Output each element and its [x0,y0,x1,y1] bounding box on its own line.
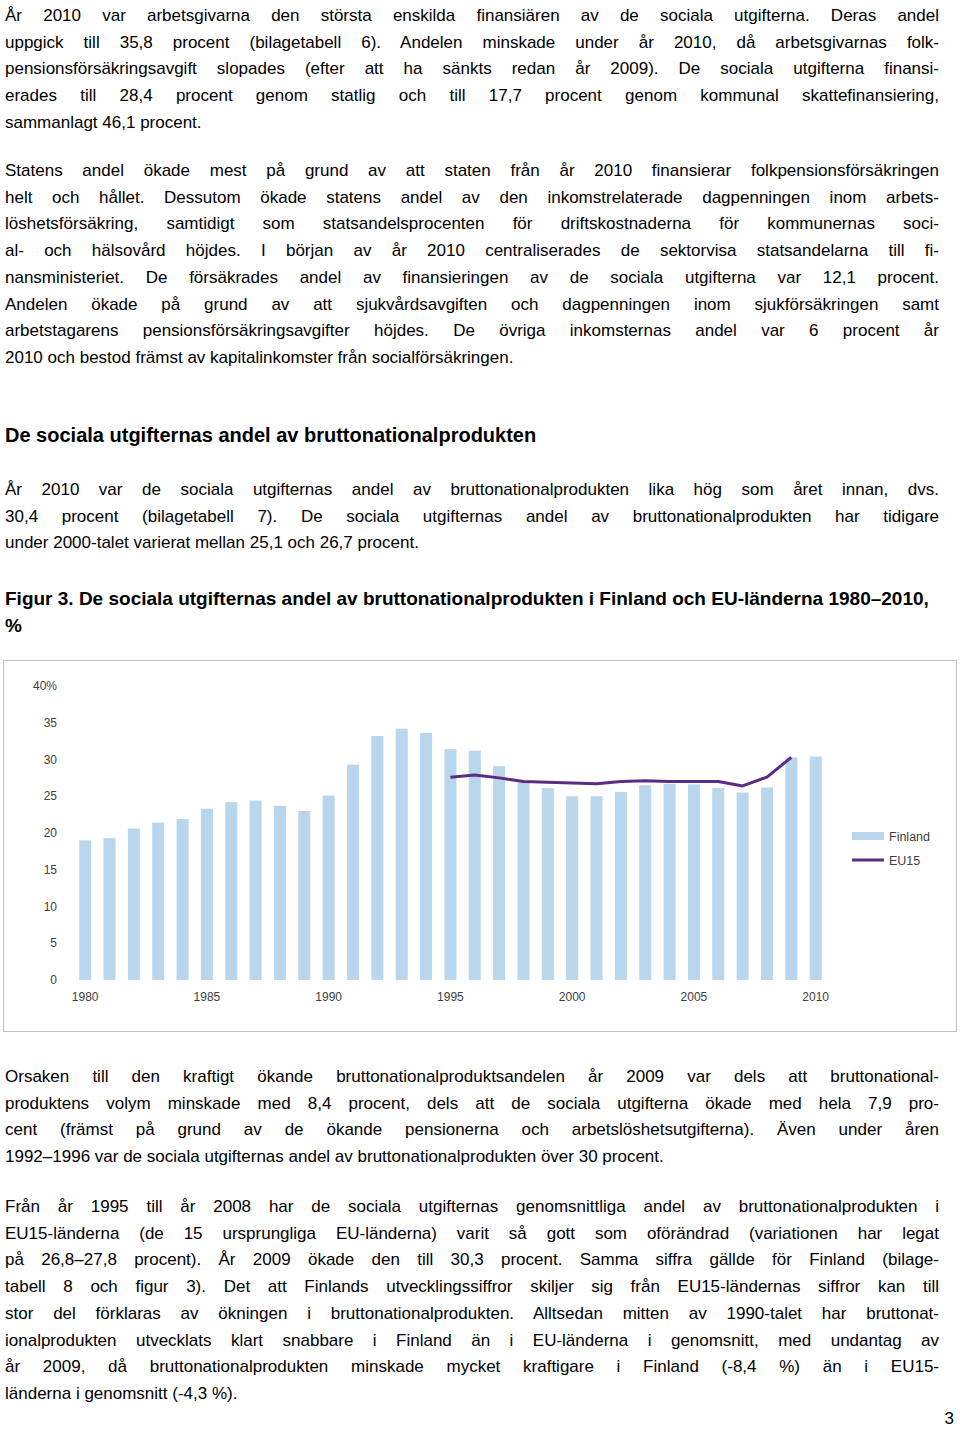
chart-frame [4,661,957,1032]
bar [785,757,797,980]
bar [347,765,359,980]
bar [469,751,481,980]
text-line: löshetsförsäkring, samtidigt som statsan… [5,212,939,238]
x-tick-label: 1990 [315,990,342,1004]
bar [298,811,310,980]
text-line: EU15-länderna (de 15 ursprungliga EU-län… [5,1222,939,1248]
legend-label: Finland [889,830,930,844]
bar [396,729,408,980]
text-line: År 2010 var arbetsgivarna den största en… [5,4,939,30]
bar [493,766,505,980]
text-line: sammanlagt 46,1 procent. [5,111,939,137]
bar [737,793,749,980]
bar [615,792,627,980]
text-line: erades till 28,4 procent genom statlig o… [5,84,939,110]
y-tick-label: 0 [50,973,57,987]
x-tick-label: 2000 [559,990,586,1004]
legend-swatch [852,832,884,840]
bar [274,806,286,980]
text-line: produktens volym minskade med 8,4 procen… [5,1092,939,1118]
text-line: 1992–1996 var de sociala utgifternas and… [5,1145,939,1171]
text-line: cent (främst på grund av de ökande pensi… [5,1118,939,1144]
text-line: Från år 1995 till år 2008 har de sociala… [5,1195,939,1221]
bar [810,757,822,980]
legend-swatch [852,859,884,862]
bar [79,840,91,980]
chart-title: Figur 3. De sociala utgifternas andel av… [5,585,940,639]
bar [225,802,237,980]
bar [128,829,140,980]
bar [104,838,116,980]
text-line: helt och hållet. Dessutom ökade statens … [5,186,939,212]
line-series [450,757,791,786]
x-tick-label: 2005 [681,990,708,1004]
bar [201,809,213,980]
text-line: på 26,8–27,8 procent). År 2009 ökade den… [5,1248,939,1274]
text-line: arbetstagarens pensionsförsäkringsavgift… [5,319,939,345]
bar [420,733,432,980]
text-line: ionalprodukten utvecklats klart snabbare… [5,1329,939,1355]
y-tick-label: 35 [44,716,58,730]
text-line: 2010 och bestod främst av kapitalinkomst… [5,346,939,372]
text-line: 30,4 procent (bilagetabell 7). De social… [5,505,939,531]
y-tick-label: 25 [44,789,58,803]
bar [250,801,262,980]
plot-area [79,729,822,980]
x-tick-label: 1980 [72,990,99,1004]
bar [591,796,603,980]
legend-label: EU15 [889,854,920,868]
y-tick-label: 10 [44,900,58,914]
text-line: nansministeriet. De försäkrades andel av… [5,266,939,292]
bar [323,796,335,980]
text-line: stor del förklaras av ökningen i brutton… [5,1302,939,1328]
x-tick-label: 2010 [802,990,829,1004]
bar [152,823,164,980]
text-line: år 2009, då bruttonationalprodukten mins… [5,1355,939,1381]
bar [177,819,189,980]
y-tick-label: 20 [44,826,58,840]
bar [371,736,383,980]
bar [688,784,700,980]
text-line: tabell 8 och figur 3). Det att Finlands … [5,1275,939,1301]
text-line: År 2010 var de sociala utgifternas andel… [5,478,939,504]
text-line: Orsaken till den kraftigt ökande brutton… [5,1065,939,1091]
text-line: uppgick till 35,8 procent (bilagetabell … [5,31,939,57]
bar [664,784,676,980]
bar [712,788,724,980]
text-line: länderna i genomsnitt (-4,3 %). [5,1382,939,1408]
bar [761,787,773,980]
y-tick-label: 5 [50,936,57,950]
y-tick-label: 40% [33,679,57,693]
bar [639,785,651,980]
x-tick-label: 1985 [194,990,221,1004]
text-line: Andelen ökade på grund av att sjukvårdsa… [5,293,939,319]
x-tick-label: 1995 [437,990,464,1004]
y-tick-label: 30 [44,753,58,767]
bar [566,796,578,980]
text-line: pensionsförsäkringsavgift slopades (efte… [5,57,939,83]
bar [517,782,529,980]
page-number: 3 [945,1409,954,1429]
text-line: under 2000-talet varierat mellan 25,1 oc… [5,531,939,557]
page: År 2010 var arbetsgivarna den största en… [0,0,960,1440]
chart: 0 5 10 15 20 25 30 35 40% 1980 1985 1990 1995 2000 200… [3,660,957,1032]
section-heading: De sociala utgifternas andel av bruttona… [5,424,945,447]
bar [444,749,456,980]
bar [542,788,554,980]
y-tick-label: 15 [44,863,58,877]
text-line: al- och hälsovård höjdes. I början av år… [5,239,939,265]
text-line: Statens andel ökade mest på grund av att… [5,159,939,185]
